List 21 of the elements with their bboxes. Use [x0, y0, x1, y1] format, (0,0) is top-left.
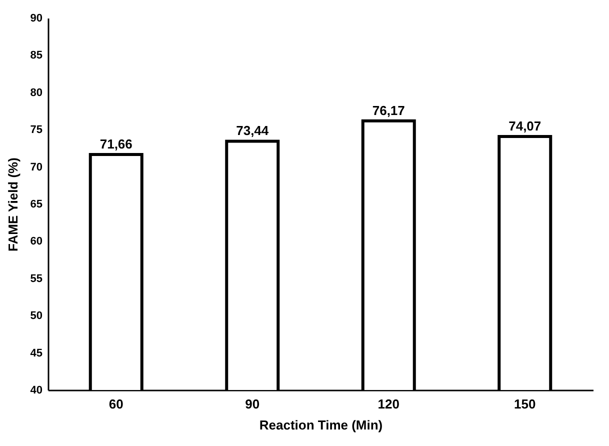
y-axis-title: FAME Yield (%): [5, 158, 20, 252]
data-label: 74,07: [508, 118, 542, 134]
data-label: 76,17: [372, 102, 405, 118]
y-tick-label: 55: [30, 272, 42, 285]
y-tick-label: 75: [30, 124, 42, 136]
data-label: 73,44: [236, 123, 270, 138]
x-tick-label: 120: [378, 396, 400, 412]
y-tick-label: 70: [30, 161, 42, 174]
y-tick-label: 65: [30, 198, 42, 210]
x-axis-title: Reaction Time (Min): [259, 418, 383, 432]
y-tick-label: 45: [30, 347, 42, 360]
data-label: 71,66: [100, 136, 132, 152]
x-tick-label: 60: [108, 396, 124, 412]
y-tick-label: 40: [30, 384, 42, 396]
y-tick-label: 85: [30, 50, 42, 62]
y-tick-label: 90: [30, 12, 42, 24]
x-tick-label: 90: [245, 396, 260, 412]
x-tick-label: 150: [514, 396, 536, 412]
y-tick-label: 80: [30, 86, 42, 99]
y-tick-label: 60: [30, 236, 42, 248]
y-tick-label: 50: [30, 310, 42, 322]
